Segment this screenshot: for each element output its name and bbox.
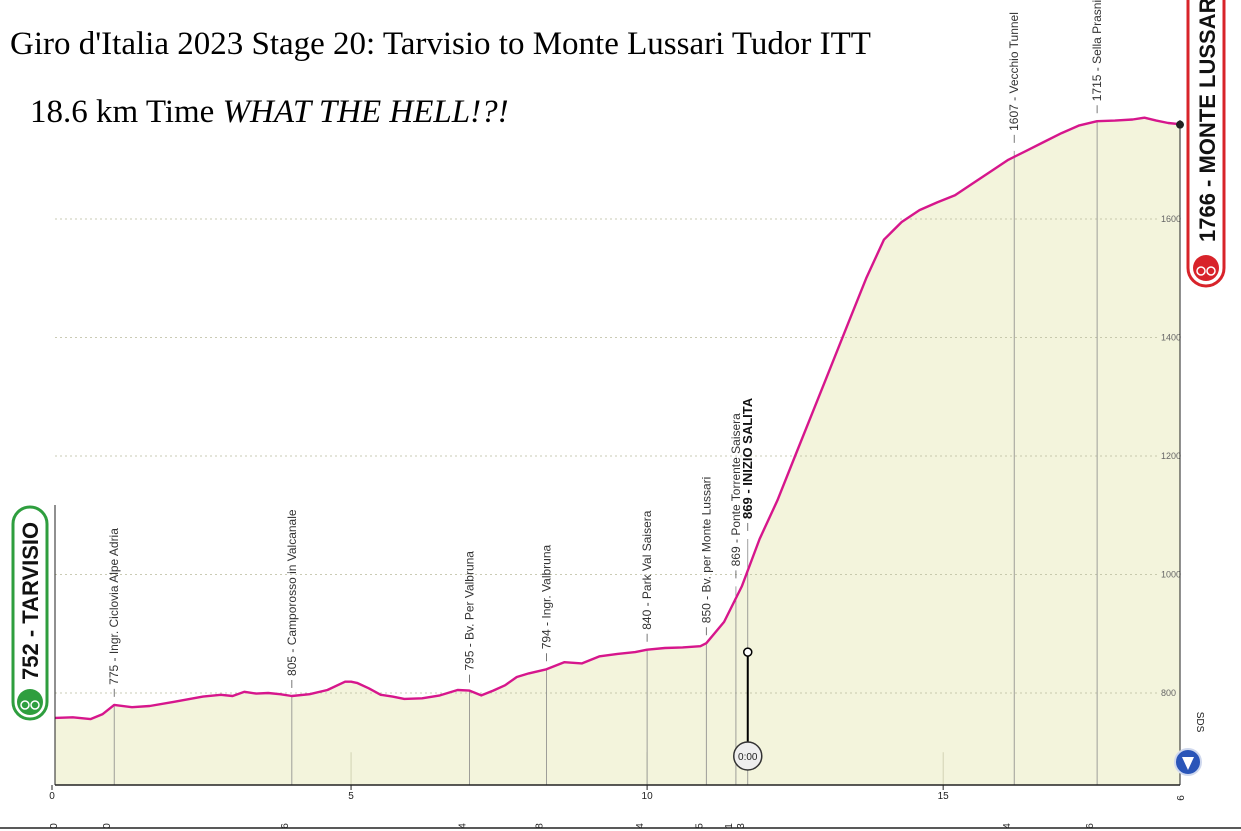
climb-start-marker — [743, 647, 753, 657]
waypoint-bottom-label-2: 4 — [457, 823, 468, 829]
profile-line — [54, 116, 1181, 721]
start-cyclist-icon — [17, 689, 43, 715]
subtitle-italic: WHAT THE HELL!?! — [222, 94, 509, 130]
waypoint-label-4: 840 - Park Val Saisera — [640, 510, 654, 629]
timing-clock-icon — [733, 741, 763, 771]
waypoint-bottom-label-8: 4 — [1002, 823, 1013, 829]
waypoint-label-6: 869 - Ponte Torrente Saisera — [729, 413, 743, 567]
chart-title: Giro d'Italia 2023 Stage 20: Tarvisio to… — [10, 26, 871, 62]
waypoint-label-1: 805 - Camporosso in Valcanale — [285, 509, 299, 676]
waypoint-bottom-label-0: 0 — [102, 823, 113, 829]
km-tick-label-0: 0 — [49, 791, 55, 802]
finish-cyclist-icon — [1193, 255, 1219, 281]
km-tick-label-10: 10 — [642, 791, 654, 802]
finish-cyclist-wheel-right-icon — [1206, 266, 1216, 276]
waypoint-bottom-label-6: 1 — [724, 823, 735, 829]
waypoint-bottom-label-7: 3 — [736, 823, 747, 829]
profile-area-fill — [55, 117, 1180, 785]
km-tick-label-15: 15 — [938, 791, 950, 802]
sds-arrow-icon — [1182, 757, 1194, 770]
km-tick-label-5: 5 — [348, 791, 354, 802]
start-marker-label: 752 - TARVISIO — [18, 522, 43, 680]
waypoint-label-9: 1715 - Sella Prasnig — [1090, 0, 1104, 101]
subtitle-plain: 18.6 km Time — [30, 94, 223, 130]
waypoint-bottom-label-1: 6 — [280, 823, 291, 829]
alt-tick-label-1000: 1000 — [1161, 570, 1181, 580]
alt-tick-label-800: 800 — [1161, 688, 1176, 698]
alt-tick-label-1400: 1400 — [1161, 333, 1181, 343]
waypoint-label-3: 794 - Ingr. Valbruna — [539, 544, 553, 649]
axis-end-label: 6 — [1176, 795, 1187, 801]
waypoint-label-8: 1607 - Vecchio Tunnel — [1007, 12, 1021, 131]
start-badge — [11, 505, 49, 721]
finish-cyclist-wheel-left-icon — [1196, 266, 1206, 276]
waypoint-label-0: 775 - Ingr. Ciclovia Alpe Adria — [107, 528, 121, 685]
timing-label: 0:00 — [738, 752, 758, 763]
waypoint-bottom-label-9: 6 — [1085, 823, 1096, 829]
start-cyclist-wheel-left-icon — [20, 700, 30, 710]
start-cyclist-wheel-right-icon — [30, 700, 40, 710]
finish-badge — [1186, 0, 1226, 288]
waypoint-bottom-label-5: 5 — [694, 823, 705, 829]
waypoint-bottom-label-3: 8 — [534, 823, 545, 829]
waypoint-label-7: 869 - INIZIO SALITA — [740, 397, 755, 519]
waypoint-bottom-label-4: 4 — [635, 823, 646, 829]
alt-tick-label-1200: 1200 — [1161, 451, 1181, 461]
waypoint-label-5: 850 - Bv. per Monte Lussari — [699, 477, 713, 624]
finish-point-marker — [1176, 120, 1184, 129]
sds-label: SDS — [1194, 712, 1205, 733]
alt-tick-label-1600: 1600 — [1161, 214, 1181, 224]
waypoint-label-2: 795 - Bv. Per Valbruna — [462, 551, 476, 671]
start-axis-bottom-label: 0 — [49, 823, 60, 829]
finish-marker-label: 1766 - MONTE LUSSARI — [1195, 0, 1220, 242]
chart-subtitle: 18.6 km Time WHAT THE HELL!?! — [30, 94, 509, 131]
